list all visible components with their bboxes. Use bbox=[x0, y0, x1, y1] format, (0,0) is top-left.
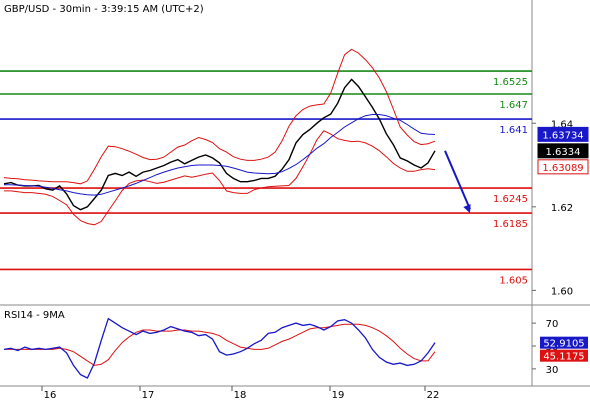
lower-band-tag-box bbox=[537, 159, 589, 175]
level-lines: 1.6525 1.647 1.641 1.6245 1.6185 1.605 bbox=[0, 70, 532, 286]
rsi-tick-label: 30 bbox=[546, 365, 559, 376]
time-tick-label: 22 bbox=[427, 390, 440, 400]
rsi-value-tag-box bbox=[540, 336, 588, 349]
time-tick-label: 19 bbox=[332, 390, 345, 400]
rsi-line bbox=[3, 317, 436, 379]
price-tick-label: 1.60 bbox=[551, 286, 573, 297]
last-price-tag-box bbox=[537, 143, 589, 159]
rsi-value-tag: 52.9105 bbox=[543, 339, 584, 350]
rsi-ma-tag-box bbox=[540, 349, 588, 362]
level-label-support-1: 1.6245 bbox=[493, 194, 528, 205]
lower-band-tag: 1.63089 bbox=[542, 163, 583, 174]
forecast-arrow-head bbox=[463, 204, 471, 214]
price-tick-label: 1.64 bbox=[551, 119, 573, 130]
level-label-resistance-3: 1.6525 bbox=[493, 77, 528, 88]
level-label-support-3: 1.605 bbox=[499, 275, 528, 286]
series-line-moving-average bbox=[4, 114, 436, 196]
series-line-price-series bbox=[3, 78, 436, 211]
time-tick-label: 17 bbox=[142, 390, 155, 400]
rsi-ma-line bbox=[4, 323, 436, 366]
series-line-upper-band bbox=[3, 48, 436, 185]
price-series-group bbox=[3, 48, 471, 226]
last-price-tag: 1.6334 bbox=[546, 147, 581, 158]
moving-average-tag-box bbox=[537, 126, 589, 142]
rsi-ma-tag: 45.1175 bbox=[543, 352, 584, 363]
time-tick-label: 16 bbox=[44, 390, 57, 400]
forecast-arrow bbox=[444, 150, 471, 210]
rsi-tick-label: 70 bbox=[546, 319, 559, 330]
moving-average-tag: 1.63734 bbox=[542, 130, 583, 141]
time-tick-label: 18 bbox=[234, 390, 247, 400]
level-label-support-2: 1.6185 bbox=[493, 219, 528, 230]
time-axis: 16 17 18 19 22 bbox=[41, 386, 440, 400]
rsi-label: RSI14 - 9MA bbox=[4, 310, 65, 321]
level-label-resistance-2: 1.647 bbox=[499, 100, 528, 111]
price-tick-label: 1.62 bbox=[551, 203, 573, 214]
level-label-resistance-1: 1.641 bbox=[499, 125, 528, 136]
series-line-lower-band bbox=[4, 130, 436, 226]
price-axis: 1.64 1.62 1.60 bbox=[532, 119, 573, 297]
chart-title: GBP/USD - 30min - 3:39:15 AM (UTC+2) bbox=[4, 4, 204, 15]
price-tags: 1.63734 1.6334 1.63089 bbox=[537, 126, 589, 175]
